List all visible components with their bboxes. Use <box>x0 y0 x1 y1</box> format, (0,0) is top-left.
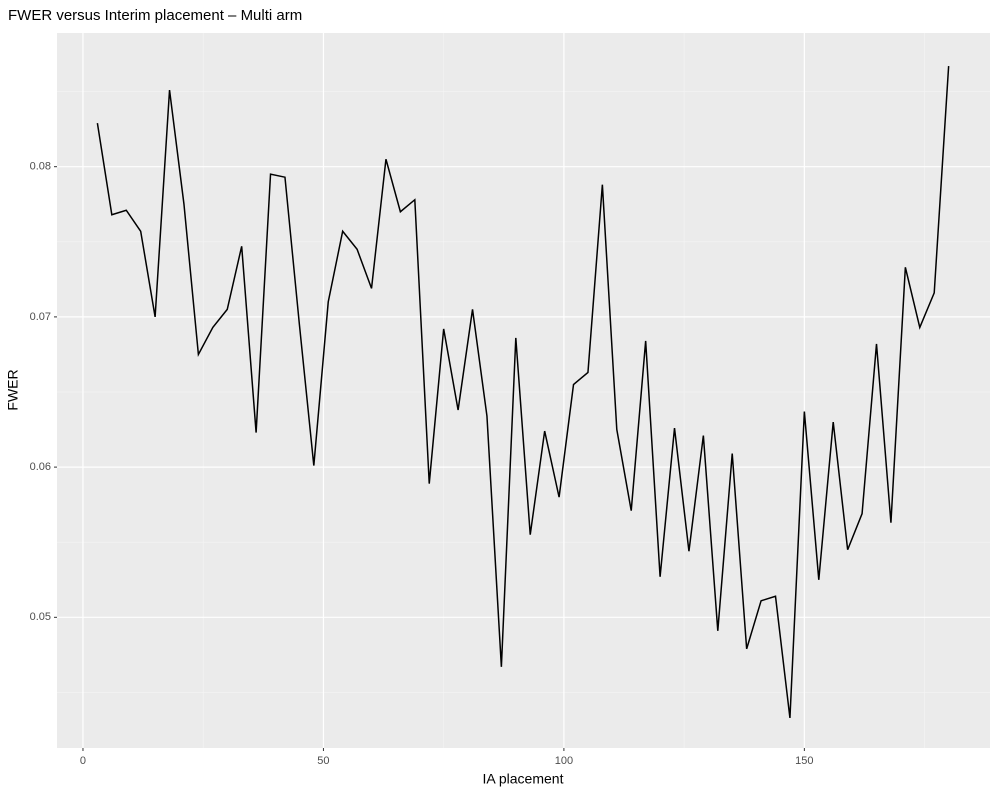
y-tick-label: 0.05 <box>30 611 51 623</box>
x-tick-label: 150 <box>795 755 813 767</box>
y-tick-label: 0.06 <box>30 461 51 473</box>
y-tick-label: 0.08 <box>30 161 51 173</box>
x-tick-label: 50 <box>317 755 329 767</box>
chart-title: FWER versus Interim placement – Multi ar… <box>8 7 302 24</box>
x-tick-label: 100 <box>555 755 573 767</box>
y-axis-title: FWER <box>5 369 21 410</box>
x-axis-title: IA placement <box>483 771 564 787</box>
line <box>96 65 950 719</box>
plot-background <box>57 33 990 748</box>
x-tick-label: 0 <box>80 755 86 767</box>
y-tick-label: 0.07 <box>30 311 51 323</box>
